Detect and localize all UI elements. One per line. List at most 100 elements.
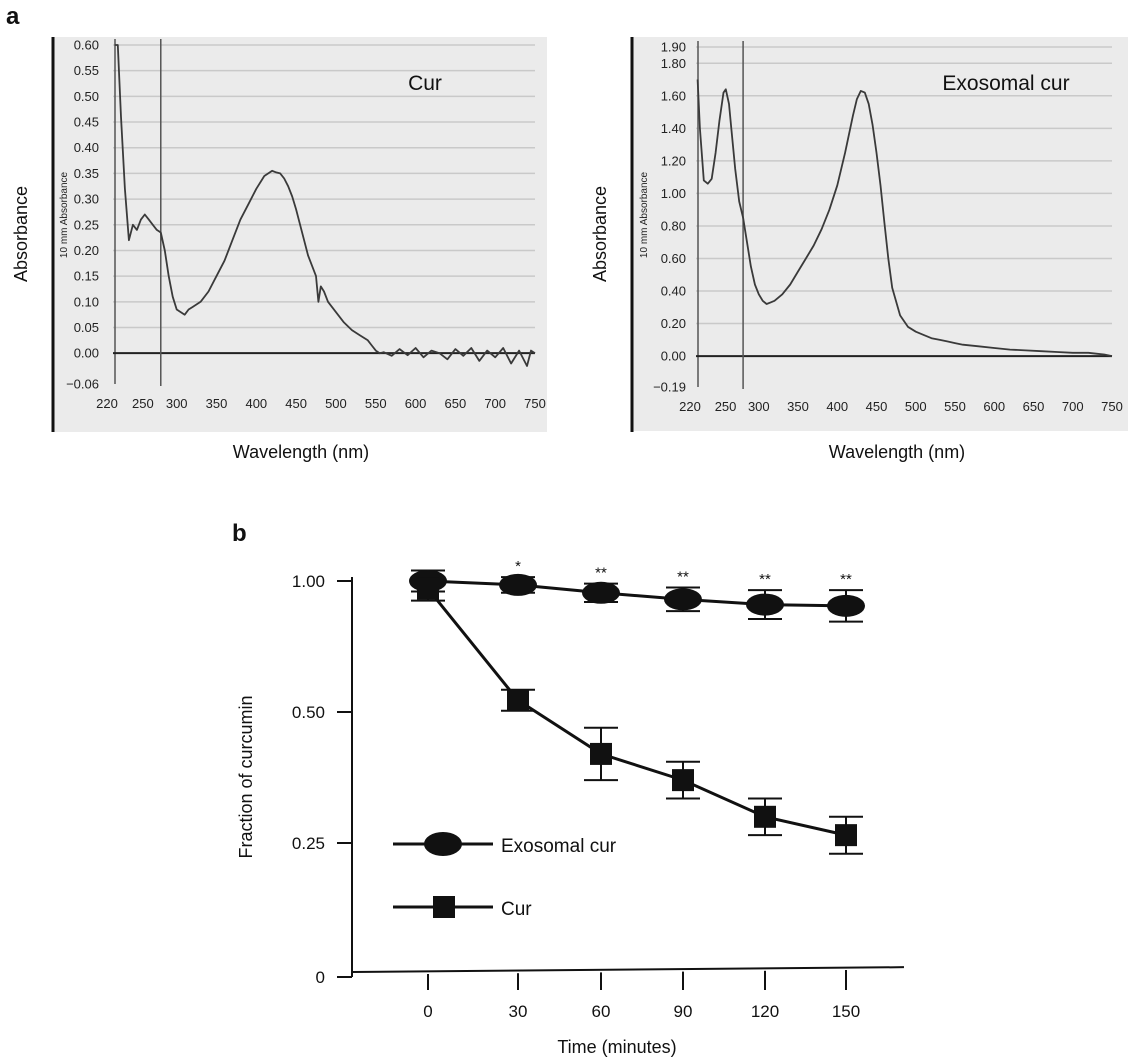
x-tick-label: 700 bbox=[1062, 399, 1084, 414]
y-tick-label: 1.60 bbox=[661, 88, 686, 103]
exosomal-point bbox=[582, 581, 620, 604]
x-tick-label: 220 bbox=[96, 396, 118, 411]
x-tick-label: 120 bbox=[751, 1002, 779, 1021]
y-tick-label: 0.05 bbox=[74, 320, 99, 335]
x-tick-label: 300 bbox=[166, 396, 188, 411]
x-tick-label: 450 bbox=[285, 396, 307, 411]
legend: Exosomal cur Cur bbox=[393, 832, 617, 920]
legend-marker-cur bbox=[433, 896, 455, 918]
x-tick-label: 750 bbox=[1101, 399, 1123, 414]
series-line-cur bbox=[426, 587, 847, 837]
y-tick-label: 0.20 bbox=[74, 243, 99, 258]
x-tick-label: 250 bbox=[715, 399, 737, 414]
significance-mark: ** bbox=[677, 569, 689, 586]
significance-mark: ** bbox=[759, 571, 771, 588]
x-tick-label: 600 bbox=[983, 399, 1005, 414]
x-tick-label: 700 bbox=[484, 396, 506, 411]
x-tick-label: 300 bbox=[748, 399, 770, 414]
y-tick-label: 0.55 bbox=[74, 63, 99, 78]
panel-label-a: a bbox=[6, 3, 20, 30]
y-tick-label: 0.20 bbox=[661, 316, 686, 331]
y-tick-label: 1.40 bbox=[661, 121, 686, 136]
y-tick-label: 1.20 bbox=[661, 153, 686, 168]
cur-spectrum-chart: 0.60 0.55 0.50 0.45 0.40 0.35 0.30 0.25 0.20 0.15… bbox=[11, 37, 547, 462]
significance-mark: ** bbox=[595, 565, 607, 582]
legend-label-cur: Cur bbox=[501, 899, 532, 920]
y-tick-label: −0.19 bbox=[653, 380, 686, 395]
y-tick-label: 0.00 bbox=[74, 346, 99, 361]
significance-mark: ** bbox=[840, 571, 852, 588]
exosomal-point bbox=[746, 593, 784, 616]
x-tick-label: 350 bbox=[206, 396, 228, 411]
data-markers bbox=[409, 570, 865, 847]
exosomal-cur-spectrum-chart: 1.901.80 1.60 1.40 1.20 1.00 0.80 0.60 0.40 0.20… bbox=[590, 37, 1128, 462]
x-tick-label: 500 bbox=[905, 399, 927, 414]
legend-label-exosomal: Exosomal cur bbox=[501, 836, 617, 857]
x-tick-label: 30 bbox=[509, 1002, 528, 1021]
y-tick-label: 0.15 bbox=[74, 269, 99, 284]
y-axis-label: Fraction of curcumin bbox=[236, 695, 256, 858]
y-tick-label: 0.25 bbox=[74, 217, 99, 232]
exosomal-point bbox=[499, 573, 537, 596]
y-tick-label: 1.00 bbox=[661, 186, 686, 201]
chart-title: Exosomal cur bbox=[942, 72, 1069, 95]
x-tick-labels: 220 250 300 350 400 450 500 550 600 650 700 750 bbox=[679, 399, 1123, 414]
y-tick-labels: 0.60 0.55 0.50 0.45 0.40 0.35 0.30 0.25 0.20 0.15… bbox=[66, 38, 99, 392]
x-tick-label: 600 bbox=[405, 396, 427, 411]
x-axis-label: Time (minutes) bbox=[557, 1037, 676, 1057]
y-tick-label: 0.35 bbox=[74, 166, 99, 181]
x-tick-label: 550 bbox=[365, 396, 387, 411]
y-tick-label: 1.00 bbox=[292, 572, 325, 591]
inner-y-label: 10 mm Absorbance bbox=[59, 171, 70, 258]
x-tick-label: 650 bbox=[445, 396, 467, 411]
plot-background bbox=[52, 37, 547, 432]
x-tick-label: 90 bbox=[674, 1002, 693, 1021]
y-tick-label: 0.60 bbox=[661, 251, 686, 266]
y-tick-label: 0.50 bbox=[74, 89, 99, 104]
x-tick-label: 450 bbox=[866, 399, 888, 414]
x-tick-label: 150 bbox=[832, 1002, 860, 1021]
inner-y-label: 10 mm Absorbance bbox=[639, 171, 650, 258]
y-tick-label: 0.40 bbox=[74, 140, 99, 155]
y-tick-label: 1.80 bbox=[661, 56, 686, 71]
plot-background bbox=[631, 37, 1128, 431]
x-axis-label: Wavelength (nm) bbox=[233, 442, 369, 462]
error-bars bbox=[411, 569, 863, 855]
grid-lines bbox=[696, 41, 1112, 387]
y-tick-label: 0.45 bbox=[74, 115, 99, 130]
panel-label-b: b bbox=[232, 520, 247, 547]
y-tick-label: −0.06 bbox=[66, 377, 99, 392]
y-tick-label: 0 bbox=[316, 968, 325, 987]
cur-point bbox=[672, 769, 694, 792]
x-tick-group: 0 30 60 90 120 150 bbox=[423, 970, 860, 1021]
stability-chart: 1.000.500.250 0 30 60 90 120 150 * ** ** ** ** Fr… bbox=[236, 558, 904, 1057]
y-axis-label: Absorbance bbox=[590, 186, 610, 282]
x-tick-label: 400 bbox=[245, 396, 267, 411]
significance-mark: * bbox=[515, 558, 521, 575]
y-tick-label: 0.60 bbox=[74, 38, 99, 53]
significance-marks: * ** ** ** ** bbox=[515, 558, 852, 588]
x-tick-label: 60 bbox=[592, 1002, 611, 1021]
y-tick-group: 1.00 0.50 0.25 0 bbox=[292, 572, 352, 987]
x-tick-label: 650 bbox=[1023, 399, 1045, 414]
grid-lines bbox=[113, 39, 535, 384]
y-tick-label: 0.80 bbox=[661, 218, 686, 233]
x-tick-label: 350 bbox=[787, 399, 809, 414]
y-tick-label: 0.10 bbox=[74, 294, 99, 309]
x-tick-labels: 220 250 300 350 400 450 500 550 600 650 700 750 bbox=[96, 396, 546, 411]
x-tick-label: 0 bbox=[423, 1002, 432, 1021]
x-tick-label: 220 bbox=[679, 399, 701, 414]
cur-point bbox=[835, 824, 857, 847]
cur-point bbox=[417, 577, 439, 600]
y-tick-label: 0.00 bbox=[661, 349, 686, 364]
x-axis-label: Wavelength (nm) bbox=[829, 442, 965, 462]
chart-title: Cur bbox=[408, 72, 442, 95]
exosomal-point bbox=[664, 588, 702, 611]
y-tick-label: 0.50 bbox=[292, 703, 325, 722]
cur-point bbox=[590, 742, 612, 765]
x-tick-label: 750 bbox=[524, 396, 546, 411]
y-tick-label: 1.90 bbox=[661, 40, 686, 55]
y-tick-labels: 1.901.80 1.60 1.40 1.20 1.00 0.80 0.60 0.40 0.20… bbox=[653, 40, 686, 395]
x-tick-label: 250 bbox=[132, 396, 154, 411]
